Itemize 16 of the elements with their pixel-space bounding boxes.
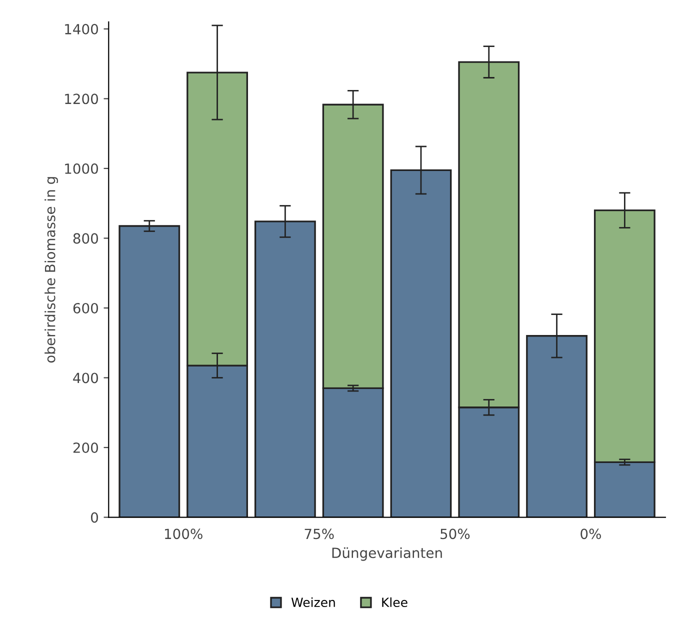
y-tick-label: 0 [90,512,98,523]
x-tick-label: 50% [440,528,470,540]
y-axis-title: oberirdische Biomasse in g [44,177,58,363]
y-tick-label: 1400 [65,24,98,34]
x-tick-label: 75% [304,528,334,540]
legend-label: Klee [382,597,408,608]
y-tick-label: 400 [73,372,98,384]
y-tick-label: 1000 [65,163,98,174]
x-tick-label: 0% [580,528,601,540]
legend-label: Weizen [291,597,335,608]
y-tick-label: 600 [73,302,98,314]
x-tick-label: 100% [165,528,202,540]
x-axis-title: Düngevarianten [332,547,442,561]
y-tick-label: 200 [73,442,98,453]
y-tick-label: 800 [73,233,98,244]
y-tick-label: 1200 [65,94,98,104]
